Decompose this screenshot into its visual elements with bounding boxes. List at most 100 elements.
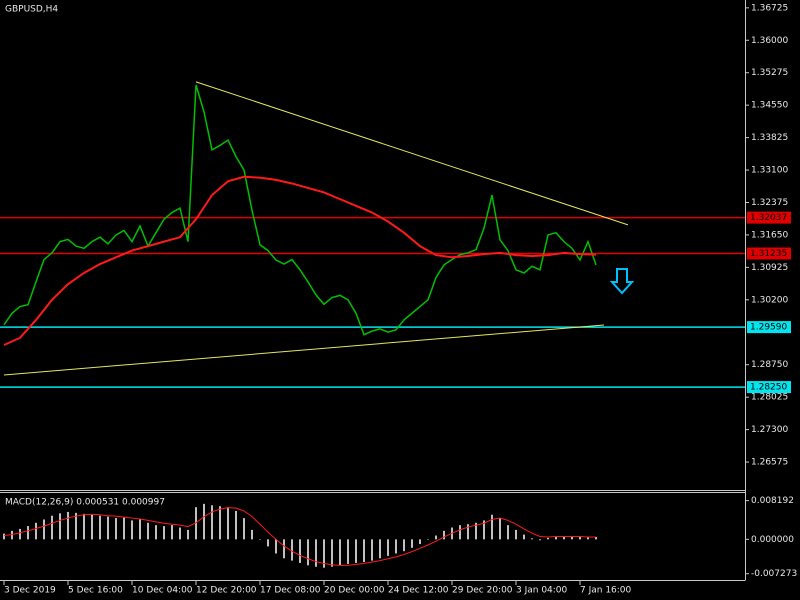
histogram-bar [27,526,29,540]
price-level-tag [747,247,791,260]
y-tick-label: 1.28025 [751,393,788,403]
histogram-bar [491,514,493,540]
y-tick-label: 1.26575 [751,458,788,468]
histogram-bar [275,539,277,554]
x-tick-label: 3 Dec 2019 [4,586,56,596]
histogram-bar [83,513,85,540]
histogram-bar [483,520,485,540]
histogram-bar [571,536,573,540]
histogram-bar [115,518,117,540]
histogram-bar [419,539,421,545]
histogram-bar [307,539,309,566]
histogram-bar [67,511,69,540]
histogram-bar [155,525,157,540]
histogram-bar [395,539,397,554]
histogram-bar [507,525,509,540]
histogram-bar [259,539,261,540]
sell-arrow [609,268,635,295]
y-tick-label: 1.31650 [751,230,788,240]
histogram-bar [579,536,581,540]
histogram-bar [379,539,381,559]
x-tick-label: 29 Dec 20:00 [452,586,513,596]
price-level-label: 1.28250 [750,383,787,393]
x-tick-label: 5 Dec 16:00 [68,586,123,596]
histogram-bar [371,539,373,561]
histogram-bar [403,539,405,552]
histogram-bar [35,522,37,540]
histogram-bar [531,538,533,540]
x-tick-label: 3 Jan 04:00 [516,586,568,596]
histogram-bar [459,525,461,540]
price-line [3,84,597,336]
histogram-bar [595,536,597,540]
histogram-bar [147,522,149,540]
y-tick-label: 0.000000 [751,535,794,545]
histogram-bar [91,514,93,540]
y-tick-label: 1.34550 [751,101,788,111]
histogram-bar [339,539,341,566]
histogram-bar [515,529,517,540]
histogram-bar [475,522,477,540]
histogram-bar [211,505,213,540]
y-tick-label: 1.33100 [751,166,788,176]
x-tick-label: 7 Jan 16:00 [580,586,632,596]
histogram-bar [179,527,181,540]
histogram-bar [331,539,333,567]
price-level-label: 1.31235 [750,249,787,259]
price-level-label: 1.32037 [750,213,787,223]
signal-line [3,507,596,566]
y-tick-label: 1.30200 [751,295,788,305]
histogram-bar [563,536,565,540]
x-tick-label: 10 Dec 04:00 [132,586,193,596]
y-tick-label: 1.27300 [751,425,788,435]
histogram-bar [75,512,77,540]
trendline [195,81,629,226]
y-tick-label: 1.36725 [751,3,788,13]
histogram-bar [411,539,413,548]
histogram-bar [555,536,557,540]
histogram-bar [587,537,589,540]
histogram-bar [363,539,365,563]
chart-title: GBPUSD,H4 [5,5,58,15]
price-level-tag [747,381,791,394]
histogram-bar [243,518,245,540]
histogram-bar [251,529,253,540]
x-tick-label: 12 Dec 20:00 [196,586,257,596]
histogram-bar [547,537,549,540]
histogram-bar [267,539,269,547]
histogram-bar [355,539,357,563]
y-tick-label: 1.36000 [751,36,788,46]
histogram-bar [227,507,229,540]
histogram-bar [123,517,125,540]
histogram-bar [107,516,109,540]
histogram-bar [187,529,189,540]
histogram-bar [51,515,53,540]
histogram-bar [131,520,133,540]
histogram-bar [499,518,501,540]
histogram-bar [203,503,205,540]
histogram-bar [283,539,285,559]
moving-average [3,175,597,346]
histogram-bar [291,539,293,561]
histogram-bar [427,539,429,540]
y-tick-label: 1.35275 [751,68,788,78]
price-level-label: 1.29590 [750,323,787,333]
histogram-bar [163,526,165,540]
histogram-bar [539,539,541,541]
histogram-bar [323,539,325,568]
histogram-bar [523,534,525,540]
histogram-bar [139,519,141,540]
y-tick-label: 1.33825 [751,133,788,143]
y-tick-label: 1.28750 [751,360,788,370]
histogram-bar [171,525,173,540]
histogram-bar [387,539,389,556]
histogram-bar [219,506,221,540]
trendline [3,324,605,376]
histogram-bar [435,535,437,540]
histogram-bar [3,533,5,540]
price-level-tag [747,211,791,224]
x-tick-label: 17 Dec 08:00 [260,586,321,596]
